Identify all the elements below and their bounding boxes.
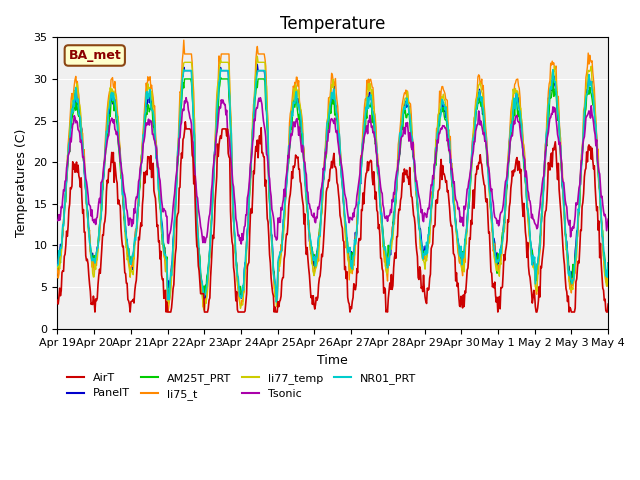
PanelT (54, 264, 61, 270)
AM25T_PRT (217, 74, 225, 80)
AirT (207, 274, 214, 280)
AM25T_PRT (177, 109, 184, 115)
PanelT (401, 100, 409, 106)
li75_t (63, 168, 71, 173)
AM25T_PRT (401, 104, 409, 110)
li77_temp (253, 53, 261, 59)
PanelT (206, 242, 214, 248)
PanelT (120, 215, 128, 220)
li77_temp (63, 153, 71, 159)
Tsonic (417, 210, 425, 216)
li75_t (120, 212, 128, 218)
AirT (177, 162, 184, 168)
PanelT (176, 113, 184, 119)
PanelT (202, 297, 209, 302)
AM25T_PRT (417, 241, 425, 247)
AM25T_PRT (120, 214, 128, 220)
PanelT (63, 164, 71, 170)
li75_t (54, 266, 61, 272)
Line: Tsonic: Tsonic (58, 98, 608, 244)
AirT (121, 270, 129, 276)
NR01_PRT (401, 107, 409, 112)
Tsonic (182, 95, 190, 101)
NR01_PRT (217, 66, 225, 72)
Line: AirT: AirT (58, 122, 608, 312)
AirT (91, 309, 99, 315)
Tsonic (206, 211, 214, 217)
NR01_PRT (417, 239, 425, 244)
li75_t (417, 242, 425, 248)
li75_t (401, 91, 409, 96)
Line: NR01_PRT: NR01_PRT (58, 69, 608, 302)
NR01_PRT (176, 113, 184, 119)
Tsonic (54, 217, 61, 223)
AM25T_PRT (164, 299, 172, 304)
AirT (417, 286, 425, 291)
Tsonic (401, 131, 409, 137)
PanelT (253, 61, 261, 67)
Line: li75_t: li75_t (58, 40, 608, 312)
PanelT (604, 260, 612, 266)
li77_temp (176, 109, 184, 115)
NR01_PRT (604, 261, 612, 266)
Text: BA_met: BA_met (68, 49, 121, 62)
li75_t (164, 309, 172, 314)
Tsonic (63, 160, 71, 166)
NR01_PRT (120, 208, 128, 214)
X-axis label: Time: Time (317, 354, 348, 367)
Tsonic (120, 189, 128, 194)
PanelT (417, 235, 425, 240)
li77_temp (401, 95, 409, 101)
li75_t (177, 90, 184, 96)
AM25T_PRT (63, 168, 71, 174)
AM25T_PRT (206, 245, 214, 251)
Legend: AirT, PanelT, AM25T_PRT, li75_t, li77_temp, Tsonic, NR01_PRT: AirT, PanelT, AM25T_PRT, li75_t, li77_te… (63, 369, 420, 405)
li75_t (604, 264, 612, 270)
Line: AM25T_PRT: AM25T_PRT (58, 77, 608, 301)
AM25T_PRT (604, 260, 612, 266)
Line: PanelT: PanelT (58, 64, 608, 300)
Tsonic (604, 216, 612, 222)
Tsonic (176, 135, 184, 141)
NR01_PRT (273, 299, 280, 305)
li75_t (207, 229, 214, 235)
AirT (182, 119, 189, 125)
li77_temp (417, 248, 425, 253)
li75_t (180, 37, 188, 43)
Line: li77_temp: li77_temp (58, 56, 608, 310)
NR01_PRT (54, 263, 61, 268)
li77_temp (200, 307, 207, 313)
AirT (401, 171, 409, 177)
NR01_PRT (63, 163, 71, 169)
li77_temp (54, 265, 61, 271)
li77_temp (604, 265, 612, 271)
AM25T_PRT (54, 268, 61, 274)
li77_temp (206, 255, 214, 261)
li77_temp (120, 206, 128, 212)
AirT (604, 301, 612, 307)
AirT (54, 298, 61, 303)
Y-axis label: Temperatures (C): Temperatures (C) (15, 129, 28, 237)
Title: Temperature: Temperature (280, 15, 385, 33)
NR01_PRT (205, 260, 213, 265)
Tsonic (237, 241, 245, 247)
AirT (63, 233, 71, 239)
